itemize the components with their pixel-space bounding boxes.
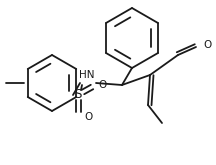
Text: HN: HN: [78, 70, 94, 80]
Text: S: S: [74, 88, 82, 101]
Text: O: O: [98, 80, 106, 90]
Text: O: O: [203, 40, 211, 50]
Text: O: O: [84, 112, 92, 122]
